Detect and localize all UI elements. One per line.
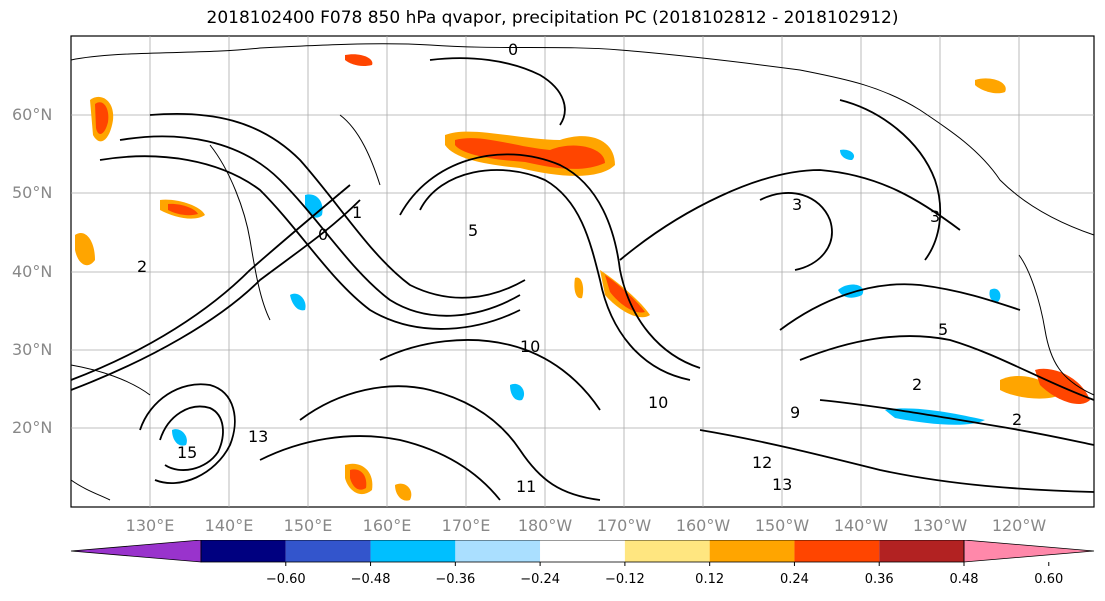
contour-label: 13 [248,427,268,446]
lat-label: 60°N [12,105,53,124]
contour-label: 5 [938,320,948,339]
colorbar-segment [201,540,286,562]
lon-label: 170°W [596,516,652,535]
contour-labels: 0 1 0 2 3 3 5 5 9 10 10 11 12 13 13 15 2… [137,40,1022,496]
lon-label: 130°W [912,516,968,535]
contour-label: 10 [520,337,540,356]
colorbar-segment [963,540,1095,563]
lon-label: 170°E [441,516,491,535]
contour-label: 10 [648,393,668,412]
lat-label: 40°N [12,262,53,281]
lon-label: 160°E [362,516,412,535]
colorbar-segment [370,540,456,562]
colorbar-segment [455,540,541,562]
contour-label: 0 [508,40,518,59]
contour-label: 15 [177,443,197,462]
colorbar-tick-label: −0.60 [265,572,306,587]
lon-label: 150°W [754,516,810,535]
colorbar-segment [879,540,964,562]
contours [70,57,1095,501]
colorbar [70,540,1095,566]
colorbar-segment [285,540,371,562]
colorbar-tick-label: 0.48 [949,572,979,587]
contour-label: 3 [930,207,940,226]
lat-label: 30°N [12,340,53,359]
contour-label: 1 [352,203,362,222]
lat-label: 20°N [12,418,53,437]
lat-label: 50°N [12,183,53,202]
colorbar-tick-label: 0.36 [864,572,894,587]
lon-label: 160°W [675,516,731,535]
contour-label: 3 [792,195,802,214]
lon-label: 150°E [283,516,333,535]
coastlines [70,43,1095,501]
colorbar-tick-label: −0.48 [350,572,391,587]
colorbar-segment [540,540,625,562]
colorbar-segment [624,540,710,562]
contour-label: 13 [772,475,792,494]
contour-label: 12 [752,453,772,472]
lon-label: 120°W [991,516,1047,535]
colorbar-tick-label: −0.36 [435,572,476,587]
contour-label: 9 [790,403,800,422]
colorbar-tick-label: 0.60 [1034,572,1064,587]
contour-label: 11 [516,477,536,496]
contour-label: 5 [468,221,478,240]
lon-label: 140°E [204,516,254,535]
lon-label: 140°W [833,516,889,535]
lon-label: 180°W [517,516,573,535]
graticule [71,36,1094,507]
contour-label: 0 [318,225,328,244]
colorbar-tick-label: −0.24 [520,572,561,587]
contour-label: 2 [137,257,147,276]
colorbar-segment [709,540,795,562]
colorbar-segment [70,540,202,563]
colorbar-tick-label: −0.12 [604,572,645,587]
map-frame [70,35,1095,508]
contour-label: 2 [1012,410,1022,429]
colorbar-segment [794,540,880,562]
lon-label: 130°E [125,516,175,535]
contour-label: 2 [912,375,922,394]
colorbar-tick-label: 0.12 [695,572,725,587]
precip-shading [75,54,1090,501]
colorbar-tick-label: 0.24 [779,572,809,587]
map-title: 2018102400 F078 850 hPa qvapor, precipit… [206,8,899,28]
